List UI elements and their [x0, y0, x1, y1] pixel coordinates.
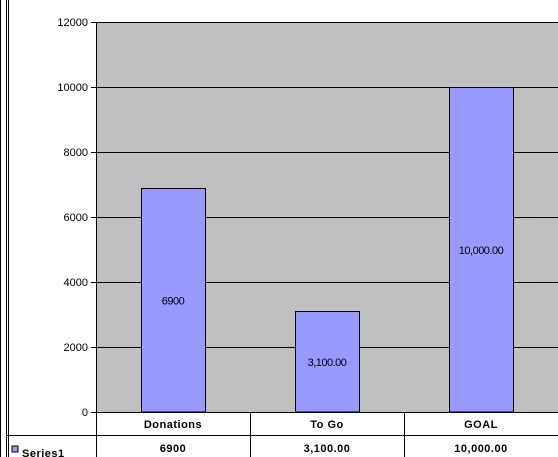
table-value: 6900	[160, 443, 186, 455]
y-tick-label: 8000	[64, 147, 88, 159]
y-tick-label: 12000	[57, 17, 88, 29]
y-tick-label: 0	[82, 407, 88, 419]
bar	[141, 188, 206, 413]
legend-key	[11, 445, 19, 453]
data-label: 10,000.00	[459, 245, 504, 257]
table-value: 10,000.00	[454, 443, 507, 455]
bar	[449, 87, 514, 413]
data-label: 3,100.00	[308, 357, 347, 369]
data-label: 6900	[162, 295, 185, 307]
table-value: 3,100.00	[304, 443, 351, 455]
y-tick-label: 4000	[64, 277, 88, 289]
y-tick-label: 6000	[64, 212, 88, 224]
bar	[295, 311, 360, 413]
frame-border-left	[0, 0, 1, 457]
frame-border-inner-2	[8, 0, 9, 457]
category-label: GOAL	[464, 419, 498, 431]
y-tick-label: 2000	[64, 342, 88, 354]
legend-label: Series1	[22, 448, 65, 457]
frame-border-inner	[6, 0, 7, 457]
category-label: To Go	[310, 419, 343, 431]
y-tick-label: 10000	[57, 82, 88, 94]
category-label: Donations	[144, 419, 202, 431]
